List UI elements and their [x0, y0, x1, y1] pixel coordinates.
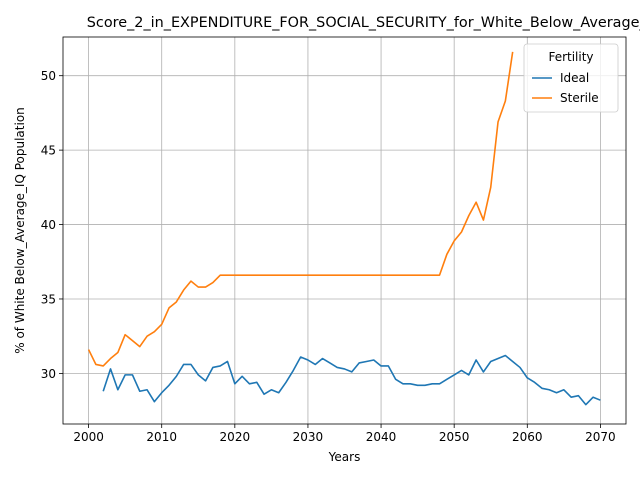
legend-title: Fertility — [548, 50, 593, 64]
series-lines — [87, 51, 601, 406]
legend-entry-ideal: Ideal — [560, 71, 589, 85]
legend: Fertility Ideal Sterile — [523, 43, 619, 113]
x-axis-label: Years — [328, 450, 361, 464]
x-tick-label: 2030 — [293, 430, 324, 444]
legend-entry-sterile: Sterile — [560, 91, 599, 105]
x-tick-label: 2010 — [146, 430, 177, 444]
y-axis-label: % of White Below_Average_IQ Population — [13, 107, 27, 354]
ticks: 2000 2010 2020 2030 2040 2050 2060 2070 30 35 40 45… — [41, 69, 616, 444]
y-tick-label: 45 — [41, 144, 56, 158]
x-tick-label: 2050 — [439, 430, 470, 444]
x-tick-label: 2060 — [512, 430, 543, 444]
legend-box — [523, 43, 619, 113]
chart-title: Score_2_in_EXPENDITURE_FOR_SOCIAL_SECURI… — [87, 15, 640, 31]
x-tick-label: 2020 — [220, 430, 251, 444]
x-tick-label: 2070 — [585, 430, 616, 444]
y-tick-label: 30 — [41, 367, 56, 381]
y-tick-label: 35 — [41, 292, 56, 306]
x-tick-label: 2040 — [366, 430, 397, 444]
axes-frame — [62, 36, 627, 425]
x-tick-label: 2000 — [73, 430, 104, 444]
series-line-ideal — [102, 354, 601, 406]
y-tick-label: 40 — [41, 218, 56, 232]
y-tick-label: 50 — [41, 69, 56, 83]
series-line-sterile — [87, 51, 514, 367]
